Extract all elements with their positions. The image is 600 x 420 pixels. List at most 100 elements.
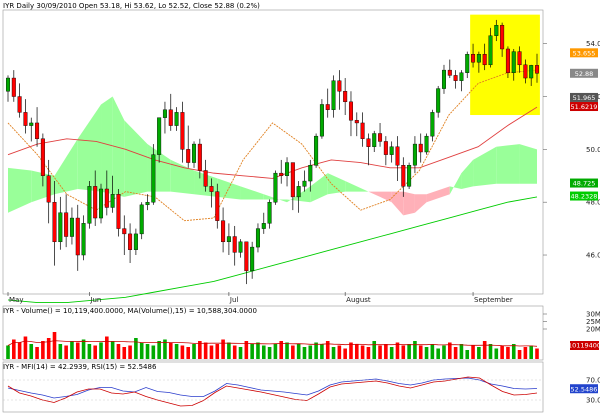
candle-body: [29, 122, 34, 126]
candle: [99, 183, 104, 224]
candle-body: [331, 80, 336, 110]
volume-bar: [52, 332, 57, 359]
volume-bar: [116, 344, 121, 359]
candle: [523, 59, 528, 84]
candle: [29, 117, 34, 142]
candle-body: [505, 48, 510, 73]
candle-body: [308, 165, 313, 182]
volume-tag-text: 10119400: [568, 342, 600, 350]
volume-bar: [151, 345, 156, 359]
volume-panel-title: IYR - Volume() = 10,119,400.0000, MA(Vol…: [3, 307, 257, 315]
candle-body: [116, 194, 121, 229]
cloud-segment: [217, 178, 241, 200]
price-value-tag: 48.725: [570, 178, 598, 188]
volume-bar: [459, 344, 464, 359]
ma-mid-line: [7, 106, 538, 179]
volume-bar: [506, 347, 510, 359]
candle-body: [348, 101, 353, 121]
highlight-box: [470, 14, 540, 116]
candle-body: [290, 162, 295, 198]
volume-bar: [186, 347, 191, 359]
candle-body: [209, 186, 214, 192]
oscillator-right-labels: 52.5486: [570, 384, 598, 393]
volume-bar: [407, 344, 411, 359]
candle: [116, 188, 121, 237]
candle: [110, 175, 115, 213]
candle-body: [366, 138, 371, 147]
price-tag-background: [570, 178, 598, 188]
volume-bar: [58, 344, 63, 359]
candle-body: [226, 236, 231, 243]
candle-body: [378, 133, 383, 142]
candle: [273, 170, 278, 205]
candle-body: [343, 91, 348, 103]
price-value-tag: 51.6219: [570, 102, 598, 111]
cloud-segment: [449, 173, 462, 195]
candle: [35, 107, 40, 147]
candle-body: [17, 96, 22, 113]
candle: [168, 93, 173, 131]
candle: [232, 225, 237, 266]
candle-body: [482, 54, 487, 66]
price-panel-frame: [2, 9, 544, 295]
candle: [203, 159, 208, 192]
candle-body: [174, 112, 179, 126]
volume-ma-line: [7, 340, 538, 347]
candle: [337, 70, 342, 110]
candle-body: [52, 201, 57, 243]
volume-bar: [418, 345, 423, 359]
cloud-segment: [240, 186, 264, 200]
volume-bar: [256, 342, 260, 359]
volume-bar: [250, 344, 254, 359]
oscillator-tag-background: [570, 384, 598, 394]
candle: [104, 170, 109, 216]
volume-bar: [163, 339, 167, 359]
volume-bar: [70, 341, 74, 359]
volume-bar: [209, 345, 214, 359]
volume-bar: [273, 344, 278, 359]
cloud-segment: [310, 173, 328, 203]
candle-body: [99, 188, 104, 219]
candle-body: [58, 212, 63, 243]
candle-body: [267, 201, 272, 224]
volume-bar: [291, 345, 295, 359]
cloud-segment: [496, 144, 520, 184]
candle: [180, 101, 185, 163]
volume-bar: [523, 347, 528, 359]
oscillator-value-tag: 52.5486: [570, 384, 598, 393]
volume-bar: [75, 342, 80, 359]
volume-bar: [488, 344, 493, 359]
volume-bar: [81, 339, 86, 359]
candle: [517, 46, 522, 73]
candle: [418, 133, 423, 163]
cloud-segment: [414, 194, 427, 213]
candle: [343, 78, 348, 116]
volume-bar: [471, 345, 475, 359]
candle: [534, 53, 540, 83]
candle-body: [23, 112, 28, 126]
candle: [494, 19, 499, 42]
candle: [424, 133, 429, 155]
volume-bar: [477, 347, 481, 359]
volume-bar: [349, 342, 353, 359]
candle: [441, 64, 446, 94]
volume-bar: [366, 347, 371, 359]
candle: [174, 107, 179, 131]
candle: [401, 157, 406, 197]
cloud-segment: [124, 120, 148, 197]
candle-body: [441, 69, 446, 89]
volume-bar: [261, 345, 266, 359]
volume-bar: [157, 341, 161, 359]
volume-bar: [465, 350, 470, 359]
candle-body: [87, 186, 92, 224]
candle: [58, 196, 63, 250]
volume-bar: [134, 338, 138, 359]
candle: [17, 83, 22, 118]
volume-bar: [180, 345, 185, 359]
price-tag-background: [570, 68, 598, 78]
volume-bar: [535, 348, 539, 359]
candle: [69, 207, 74, 245]
volume-bar: [413, 341, 417, 359]
candle-body: [465, 54, 470, 73]
candle-body: [221, 220, 226, 243]
